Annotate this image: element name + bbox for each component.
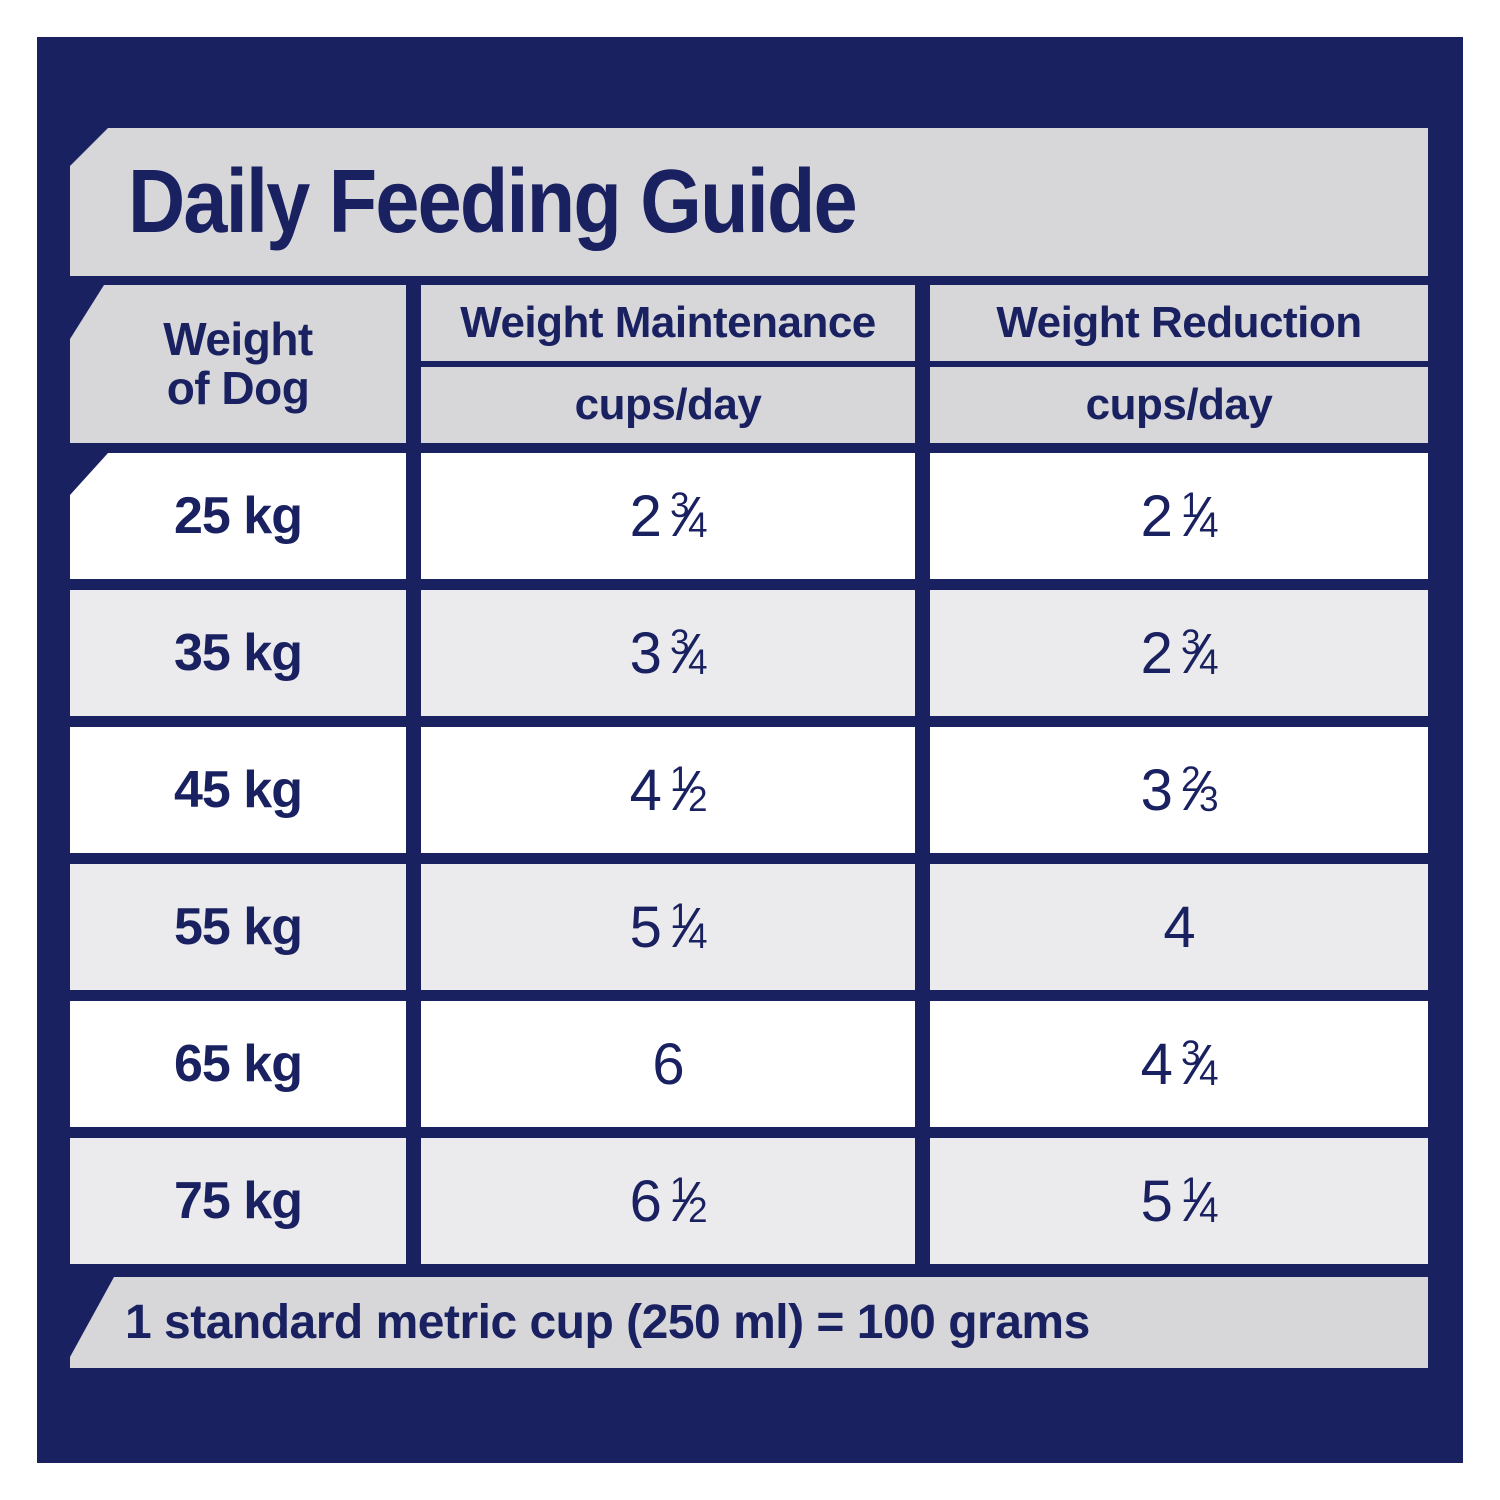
weight-value: 65 kg <box>174 1035 303 1093</box>
table-row: 65 kg 6 4 3⁄4 <box>70 1001 1428 1127</box>
maintenance-value: 3 3⁄4 <box>629 620 708 686</box>
maintenance-cell: 6 <box>421 1001 915 1127</box>
maintenance-value: 5 1⁄4 <box>629 894 708 960</box>
footer-note-bar: 1 standard metric cup (250 ml) = 100 gra… <box>70 1277 1428 1368</box>
weight-cell: 75 kg <box>70 1138 406 1264</box>
weight-value: 45 kg <box>174 761 303 819</box>
feeding-table-body: 25 kg 2 3⁄4 2 1⁄4 35 kg 3 3⁄4 2 3⁄4 45 kg 4 1⁄2 3 2⁄3 5… <box>70 453 1428 1275</box>
maintenance-cell: 3 3⁄4 <box>421 590 915 716</box>
maintenance-value: 6 <box>652 1031 684 1097</box>
maintenance-cell: 2 3⁄4 <box>421 453 915 579</box>
weight-cell: 25 kg <box>70 453 406 579</box>
reduction-value: 4 <box>1163 894 1195 960</box>
reduction-cell: 4 3⁄4 <box>930 1001 1428 1127</box>
page-title: Daily Feeding Guide <box>128 151 858 252</box>
reduction-cell: 4 <box>930 864 1428 990</box>
maintenance-value: 2 3⁄4 <box>629 483 708 549</box>
reduction-cell: 5 1⁄4 <box>930 1138 1428 1264</box>
table-row: 25 kg 2 3⁄4 2 1⁄4 <box>70 453 1428 579</box>
maintenance-value: 4 1⁄2 <box>629 757 708 823</box>
weight-cell: 45 kg <box>70 727 406 853</box>
reduction-cell: 2 3⁄4 <box>930 590 1428 716</box>
reduction-value: 2 1⁄4 <box>1140 483 1219 549</box>
table-row: 55 kg 5 1⁄4 4 <box>70 864 1428 990</box>
reduction-value: 5 1⁄4 <box>1140 1168 1219 1234</box>
weight-cell: 65 kg <box>70 1001 406 1127</box>
table-row: 45 kg 4 1⁄2 3 2⁄3 <box>70 727 1428 853</box>
maintenance-cell: 6 1⁄2 <box>421 1138 915 1264</box>
header-divider <box>421 361 915 367</box>
header-weight-maintenance: Weight Maintenance cups/day <box>421 285 915 443</box>
header-weight-reduction: Weight Reduction cups/day <box>930 285 1428 443</box>
header-weight-of-dog-line1: Weight <box>163 313 313 366</box>
footer-note: 1 standard metric cup (250 ml) = 100 gra… <box>125 1296 1090 1349</box>
weight-value: 25 kg <box>174 487 303 545</box>
reduction-cell: 2 1⁄4 <box>930 453 1428 579</box>
maintenance-cell: 5 1⁄4 <box>421 864 915 990</box>
header-weight-reduction-label: Weight Reduction <box>930 285 1428 361</box>
header-weight-maintenance-label: Weight Maintenance <box>421 285 915 361</box>
weight-value: 75 kg <box>174 1172 303 1230</box>
header-weight-of-dog: Weight of Dog <box>70 285 406 443</box>
weight-cell: 35 kg <box>70 590 406 716</box>
table-row: 75 kg 6 1⁄2 5 1⁄4 <box>70 1138 1428 1264</box>
header-maintenance-unit: cups/day <box>421 367 915 443</box>
reduction-value: 4 3⁄4 <box>1140 1031 1219 1097</box>
header-divider <box>930 361 1428 367</box>
weight-value: 35 kg <box>174 624 303 682</box>
title-bar: Daily Feeding Guide <box>70 128 1428 276</box>
weight-cell: 55 kg <box>70 864 406 990</box>
table-row: 35 kg 3 3⁄4 2 3⁄4 <box>70 590 1428 716</box>
maintenance-cell: 4 1⁄2 <box>421 727 915 853</box>
reduction-cell: 3 2⁄3 <box>930 727 1428 853</box>
header-weight-of-dog-line2: of Dog <box>166 362 310 414</box>
table-header-row: Weight of Dog Weight Maintenance cups/da… <box>70 285 1428 443</box>
header-reduction-unit: cups/day <box>930 367 1428 443</box>
navy-panel: Daily Feeding Guide Weight of Dog Weight… <box>37 37 1463 1463</box>
reduction-value: 2 3⁄4 <box>1140 620 1219 686</box>
reduction-value: 3 2⁄3 <box>1140 757 1219 823</box>
weight-value: 55 kg <box>174 898 303 956</box>
maintenance-value: 6 1⁄2 <box>629 1168 708 1234</box>
